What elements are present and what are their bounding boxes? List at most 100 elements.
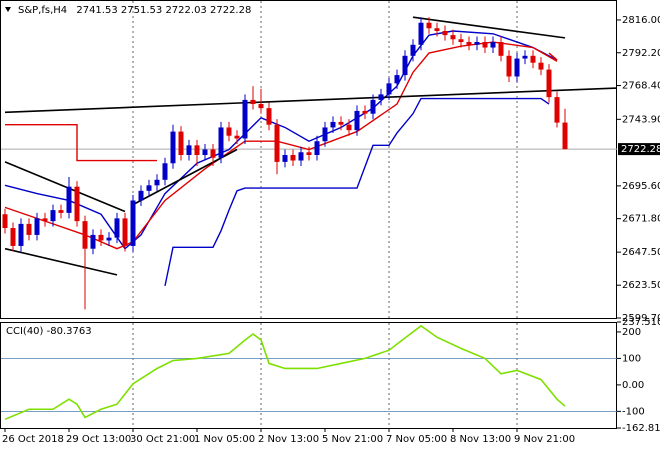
candle-body [466,42,472,45]
y-tick-label: 2647.50 [622,247,660,258]
header-high: 2751.53 [121,5,162,16]
candle-body [250,99,256,105]
candle-body [130,200,136,246]
overlay-line [4,41,558,250]
candle-body [106,237,112,241]
candle-body [210,149,216,158]
candle-body [402,55,408,76]
x-tick-label: 2 Nov 13:00 [258,434,319,445]
y-tick-label: 2816.00 [622,15,660,26]
candle-body [410,44,416,56]
header-arrow [5,7,11,12]
candle-body [314,141,320,156]
x-tick-label: 7 Nov 05:00 [386,434,447,445]
candle-body [378,94,384,100]
overlay-line [164,97,550,287]
candle-body [290,155,296,161]
candle-body [506,55,512,77]
header-open: 2741.53 [76,5,117,16]
candle-body [178,131,184,156]
y-tick-label: 2623.50 [622,280,660,291]
candle-body [322,127,328,142]
cci-panel [0,322,617,429]
candle-body [258,104,264,109]
y-tick-label: 2695.60 [622,181,660,192]
y-tick-label: -162.8193 [622,423,660,434]
overlay-line [5,123,157,162]
candle-body [242,99,248,139]
y-tick-label: 0.00 [622,380,644,391]
candle-body [218,127,224,158]
candle-body [26,223,32,235]
candle-body [394,75,400,84]
x-tick-label: 8 Nov 13:00 [450,434,511,445]
candle-body [546,69,552,98]
header-low: 2722.03 [165,5,206,16]
candle-body [306,152,312,156]
candle-body [482,42,488,48]
candle-body [18,223,24,246]
main-panel [0,0,617,319]
x-tick-label: 5 Nov 21:00 [322,434,383,445]
candle-body [114,218,120,238]
candle-body [10,228,16,246]
x-tick-label: 30 Oct 21:00 [130,434,195,445]
candle-body [186,145,192,156]
candle-body [562,122,568,150]
candle-body [338,121,344,125]
cci-last: -80.3763 [47,326,92,337]
y-tick-label: 2792.20 [622,48,660,59]
candle-body [522,55,528,59]
candle-body [330,121,336,128]
candle-body [474,42,480,45]
x-tick-label: 29 Oct 13:00 [66,434,131,445]
candle-body [530,55,536,63]
candle-body [538,62,544,70]
candle-body [266,108,272,125]
candle-body [458,39,464,43]
candle-body [442,31,448,36]
candle-body [154,179,160,186]
candle-body [426,22,432,29]
y-tick-label: 2599.70 [622,313,660,324]
candle-body [434,28,440,32]
y-tick-label: 200 [622,327,641,338]
candle-body [146,185,152,191]
candle-body [386,83,392,95]
candle-body [282,155,288,162]
y-tick-label: 237.5109 [622,317,660,328]
candle-body [370,99,376,114]
candle-body [82,221,88,249]
header-close: 2722.28 [210,5,251,16]
main-header: S&P,fs,H4 2741.53 2751.53 2722.03 2722.2… [18,5,251,16]
y-tick-label: 100 [622,353,641,364]
candle-body [42,218,48,222]
overlay-line [4,247,118,276]
cci-header: CCI(40) -80.3763 [6,326,92,337]
candle-body [58,210,64,213]
candle-body [490,42,496,48]
candle-body [2,214,8,229]
candle-body [162,163,168,180]
x-tick-label: 1 Nov 05:00 [194,434,255,445]
cci-line [4,324,566,421]
candle-body [234,135,240,139]
candle-body [226,127,232,136]
x-tick-label: 26 Oct 2018 [2,434,64,445]
candle-body [34,218,40,235]
candle-body [554,97,560,123]
candle-body [498,42,504,56]
candle-body [450,35,456,40]
candle-body [202,149,208,156]
y-tick-label: 2671.80 [622,214,660,225]
candle-body [66,186,72,213]
overlay-line [4,161,126,213]
candle-body [50,210,56,222]
candle-body [354,110,360,131]
candle-body [514,58,520,77]
cci-title: CCI(40) [6,326,44,337]
candle-body [274,124,280,162]
y-tick-label: 2743.90 [622,114,660,125]
